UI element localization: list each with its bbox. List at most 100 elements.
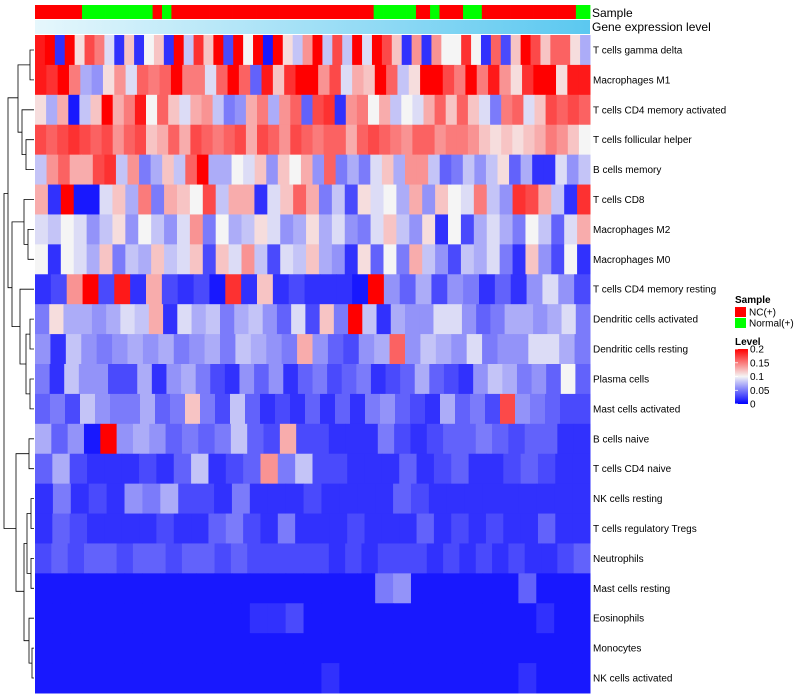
heatmap-cell xyxy=(414,364,430,395)
heatmap-cell xyxy=(295,453,313,485)
sample-cell xyxy=(138,5,144,19)
heatmap-cell xyxy=(243,35,254,66)
heatmap-cell xyxy=(447,274,464,305)
dendrogram-branch xyxy=(29,318,34,350)
heatmap-cell xyxy=(471,35,482,66)
heatmap-cell xyxy=(280,244,294,275)
sample-cell xyxy=(538,5,544,19)
heatmap-cell xyxy=(77,304,93,335)
heatmap-cell xyxy=(300,154,313,186)
legend-level-tick-label: 0.15 xyxy=(750,358,770,369)
heatmap-cell xyxy=(577,244,591,275)
dendrogram-branch xyxy=(27,229,34,260)
heatmap-cell xyxy=(214,423,232,455)
heatmap-cell xyxy=(547,304,563,335)
heatmap-cell xyxy=(331,244,346,275)
heatmap-cell xyxy=(223,35,234,66)
heatmap-cell xyxy=(47,244,62,275)
heatmap-cell xyxy=(451,35,462,66)
heatmap-cell xyxy=(78,364,94,395)
heatmap-cell xyxy=(70,663,90,694)
heatmap-cell xyxy=(68,94,80,126)
heatmap-cell xyxy=(120,304,136,335)
heatmap-cell xyxy=(501,94,513,126)
heatmap-cell xyxy=(329,64,342,96)
heatmap-cell xyxy=(574,274,591,305)
heatmap-cell xyxy=(275,393,291,425)
heatmap-cell xyxy=(305,393,321,425)
heatmap-cell xyxy=(520,35,532,66)
heatmap-cell xyxy=(234,94,247,126)
heatmap-cell xyxy=(383,244,397,275)
sample-cell xyxy=(171,5,177,19)
heatmap-cell xyxy=(35,573,54,604)
heatmap-cell xyxy=(357,244,372,275)
heatmap-cell xyxy=(468,453,487,485)
heatmap-cell xyxy=(327,334,344,365)
heatmap-cell xyxy=(399,453,418,485)
heatmap-cell xyxy=(580,35,591,66)
heatmap-cell xyxy=(416,513,435,544)
heatmap-cell xyxy=(515,393,531,425)
heatmap-cell xyxy=(572,573,591,604)
legend: Sample NC(+)Normal(+) Level 0.20.150.10.… xyxy=(735,295,794,411)
heatmap-cell xyxy=(318,184,333,215)
heatmap-cell xyxy=(525,214,539,245)
heatmap-cell xyxy=(176,184,191,215)
heatmap-cell xyxy=(276,304,292,335)
heatmap-cell xyxy=(340,64,353,96)
heatmap-cell xyxy=(254,214,268,245)
heatmap-cell xyxy=(289,154,302,186)
heatmap-cell xyxy=(139,513,157,544)
heatmap-cell xyxy=(189,244,204,275)
sample-annotation-label: Sample xyxy=(592,6,633,20)
heatmap-cell xyxy=(142,603,161,634)
heatmap-cell xyxy=(352,35,363,66)
heatmap-cell xyxy=(523,94,535,126)
heatmap-cell xyxy=(570,35,581,66)
heatmap-cell xyxy=(333,304,349,335)
heatmap-cell xyxy=(303,663,322,694)
heatmap-cell xyxy=(35,35,46,66)
heatmap-cell xyxy=(518,633,537,664)
heatmap-cell xyxy=(479,94,491,126)
heatmap-cell xyxy=(435,184,449,215)
heatmap-cell xyxy=(158,334,175,365)
heatmap-cell xyxy=(112,214,126,245)
sample-cell xyxy=(566,5,572,19)
heatmap-cell xyxy=(390,94,402,126)
dendrogram-branch xyxy=(28,617,34,664)
heatmap-cell xyxy=(95,393,111,425)
heatmap-cell xyxy=(323,124,336,156)
heatmap-cell xyxy=(101,94,114,126)
heatmap-cell xyxy=(464,603,484,634)
heatmap-cell xyxy=(52,573,72,604)
heatmap-cell xyxy=(196,573,215,604)
row-labels: T cells gamma delta Macrophages M1 T cells… xyxy=(593,46,726,685)
sample-cell xyxy=(486,5,492,19)
heatmap-cell xyxy=(473,214,488,245)
heatmap-cell xyxy=(125,214,139,245)
heatmap-cell xyxy=(69,154,82,186)
heatmap-cell xyxy=(234,124,247,156)
heatmap-cell xyxy=(257,94,269,126)
heatmap-cell xyxy=(306,64,319,96)
heatmap-cell xyxy=(530,393,546,425)
heatmap-cell xyxy=(383,214,397,245)
heatmap-cell xyxy=(220,154,233,186)
heatmap-cell xyxy=(564,244,578,275)
heatmap-cell xyxy=(546,364,562,395)
heatmap-cell xyxy=(212,124,225,156)
sample-cell xyxy=(439,5,445,19)
heatmap-cell xyxy=(448,214,462,245)
heatmap-cell xyxy=(104,154,117,186)
heatmap-cell xyxy=(35,453,53,485)
heatmap-cell xyxy=(35,94,47,126)
heatmap-cell xyxy=(572,453,591,485)
heatmap-cell xyxy=(523,124,535,156)
sample-cell xyxy=(241,5,248,19)
sample-cell xyxy=(350,5,356,19)
heatmap-cell xyxy=(305,304,321,335)
sample-cell xyxy=(260,5,266,19)
heatmap-cell xyxy=(80,393,96,425)
